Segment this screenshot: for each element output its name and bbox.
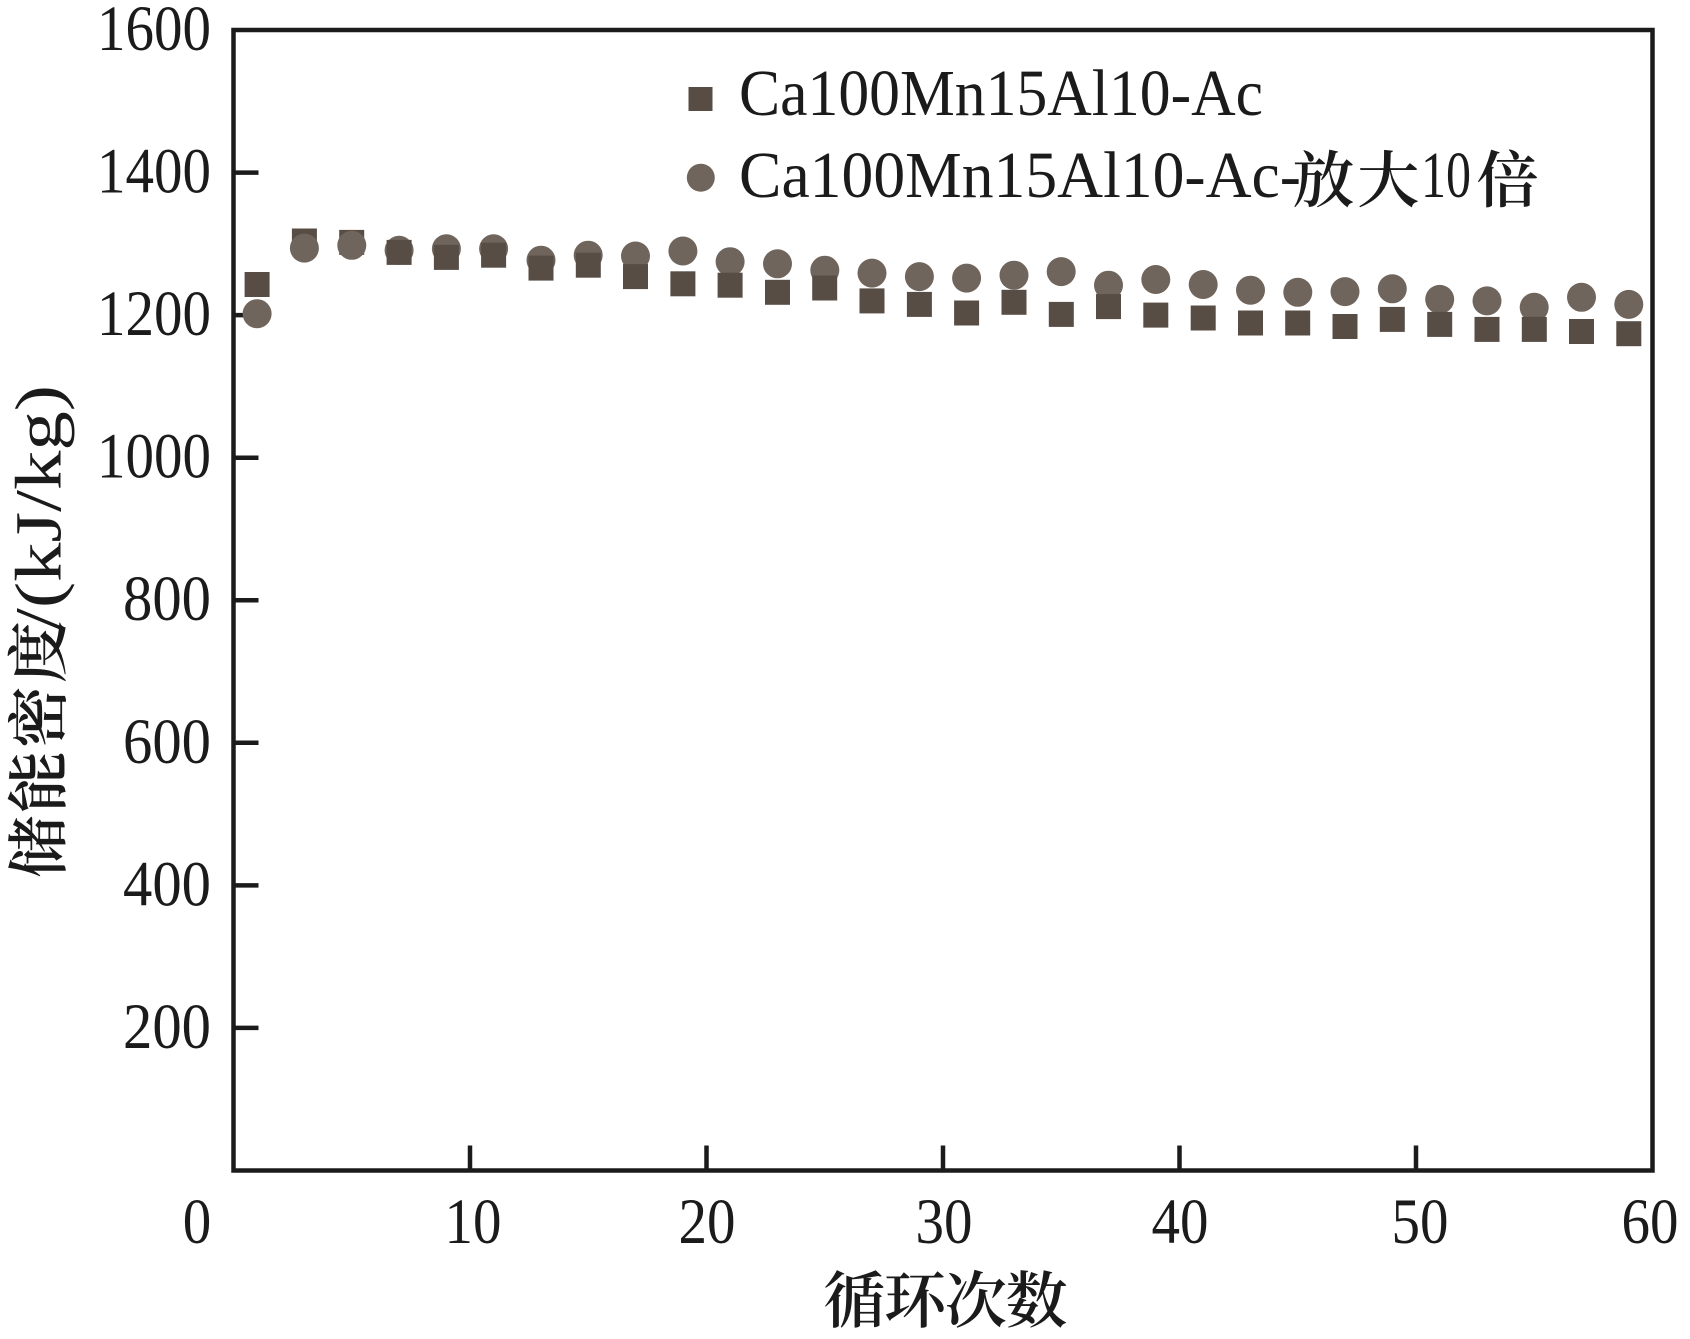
svg-text:Ca100Mn15Al10-Ac: Ca100Mn15Al10-Ac — [739, 57, 1263, 130]
svg-text:Ca100Mn15Al10-Ac-: Ca100Mn15Al10-Ac- — [739, 139, 1301, 212]
svg-text:40: 40 — [1152, 1186, 1209, 1258]
svg-text:1000: 1000 — [97, 421, 211, 493]
svg-text:600: 600 — [123, 706, 211, 778]
svg-text:10: 10 — [445, 1186, 502, 1258]
svg-text:1600: 1600 — [97, 0, 211, 65]
svg-text:10: 10 — [1421, 139, 1471, 212]
svg-text:1200: 1200 — [97, 278, 211, 350]
svg-text:0: 0 — [183, 1186, 212, 1258]
svg-text:1400: 1400 — [97, 136, 211, 208]
svg-text:/(kJ/kg): /(kJ/kg) — [3, 385, 76, 630]
svg-text:800: 800 — [123, 563, 211, 635]
svg-text:200: 200 — [123, 991, 211, 1063]
svg-text:30: 30 — [916, 1186, 973, 1258]
svg-text:400: 400 — [123, 848, 211, 920]
svg-text:20: 20 — [679, 1186, 736, 1258]
svg-text:50: 50 — [1392, 1186, 1449, 1258]
svg-text:60: 60 — [1622, 1186, 1679, 1258]
